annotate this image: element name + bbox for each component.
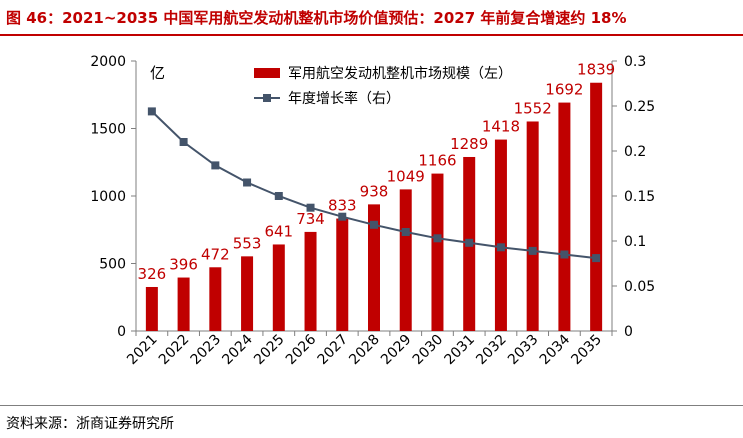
title-divider (0, 34, 743, 36)
bar-value-label: 938 (360, 182, 389, 200)
right-tick-label: 0.1 (624, 234, 646, 250)
x-tick-label: 2031 (442, 332, 479, 369)
bar (526, 121, 539, 331)
line-point (592, 254, 601, 263)
legend-swatch-bar (254, 68, 280, 78)
line-point (370, 220, 378, 229)
bar-value-label: 641 (264, 222, 293, 240)
bar (494, 139, 507, 331)
x-tick-label: 2026 (283, 331, 320, 368)
right-tick-label: 0.2 (624, 144, 646, 160)
legend-swatch-marker (263, 94, 271, 102)
left-tick-label: 2000 (90, 54, 126, 70)
left-tick-label: 1500 (90, 122, 126, 138)
bar-series (145, 82, 603, 331)
x-tick-label: 2022 (156, 332, 193, 369)
x-tick-label: 2032 (473, 332, 510, 369)
bar (336, 218, 349, 331)
left-tick-label: 500 (99, 257, 126, 273)
chart-title: 图 46：2021~2035 中国军用航空发动机整机市场价值预估：2027 年前… (6, 9, 627, 27)
x-tick-label: 2034 (537, 331, 574, 368)
left-tick-label: 1000 (90, 189, 126, 205)
bar-value-label: 1552 (514, 99, 552, 117)
x-tick-label: 2025 (251, 332, 288, 369)
line-point (465, 238, 474, 247)
bar-value-label: 1166 (418, 152, 456, 170)
line-point (274, 192, 283, 200)
line-point (401, 228, 410, 236)
line-point (211, 161, 220, 170)
legend-label-line: 年度增长率（右） (288, 90, 400, 107)
line-point (496, 243, 505, 252)
legend: 军用航空发动机整机市场规模（左） 年度增长率（右） (254, 65, 512, 107)
bar-value-label: 1049 (387, 167, 425, 185)
x-tick-label: 2028 (346, 332, 383, 369)
data-labels: 3263964725536417348339381049116612891418… (138, 61, 616, 283)
left-axis-unit: 亿 (150, 64, 165, 82)
x-tick-label: 2035 (568, 332, 605, 369)
x-tick-label: 2024 (219, 331, 256, 368)
left-tick-label: 0 (117, 324, 126, 340)
bar-value-label: 734 (296, 210, 325, 228)
bar-value-label: 1692 (545, 81, 583, 99)
line-point (147, 107, 156, 116)
source-divider (0, 405, 743, 406)
x-tick-label: 2027 (315, 332, 352, 369)
bar-value-label: 326 (138, 265, 167, 283)
bar (177, 277, 190, 331)
line-series (147, 107, 601, 263)
right-tick-label: 0.25 (624, 99, 655, 115)
line-point (433, 234, 442, 243)
bar (304, 231, 317, 331)
x-tick-label: 2033 (505, 332, 542, 369)
bar (431, 173, 444, 331)
bar-value-label: 396 (169, 256, 198, 274)
x-tick-label: 2029 (378, 332, 415, 369)
right-tick-label: 0.05 (624, 279, 655, 295)
bar-value-label: 472 (201, 245, 230, 263)
x-tick-label: 2023 (188, 332, 225, 369)
title-bar: 图 46：2021~2035 中国军用航空发动机整机市场价值预估：2027 年前… (0, 0, 743, 34)
line-point (179, 138, 188, 146)
bar (558, 102, 571, 331)
x-tick-label: 2030 (410, 332, 447, 369)
source-label: 资料来源： (6, 416, 76, 432)
x-tick-label: 2021 (124, 332, 161, 369)
bar-value-label: 1839 (577, 61, 615, 79)
bar (368, 204, 380, 331)
bar (272, 244, 285, 331)
bar (209, 267, 222, 331)
right-tick-label: 0.3 (624, 54, 646, 70)
line-point (338, 212, 347, 221)
bar-value-label: 1289 (450, 135, 488, 153)
bar (241, 256, 254, 331)
bar-value-label: 553 (233, 234, 262, 252)
legend-label-bar: 军用航空发动机整机市场规模（左） (288, 65, 512, 82)
bar (590, 82, 603, 331)
line-point (560, 250, 569, 259)
right-tick-label: 0.15 (624, 189, 655, 205)
line-point (306, 203, 315, 212)
bar-value-label: 833 (328, 197, 357, 215)
bar-value-label: 1418 (482, 118, 520, 136)
bar (145, 286, 158, 331)
source-name: 浙商证券研究所 (76, 416, 174, 432)
line-point (528, 246, 537, 255)
source-note: 资料来源：浙商证券研究所 (6, 413, 174, 433)
line-point (243, 178, 252, 187)
bar (399, 189, 412, 331)
chart: 0 500 1000 1500 2000 亿 0 0.05 0.1 0.15 0.2 0.25 0.3 2… (90, 54, 655, 369)
right-tick-label: 0 (624, 324, 633, 340)
